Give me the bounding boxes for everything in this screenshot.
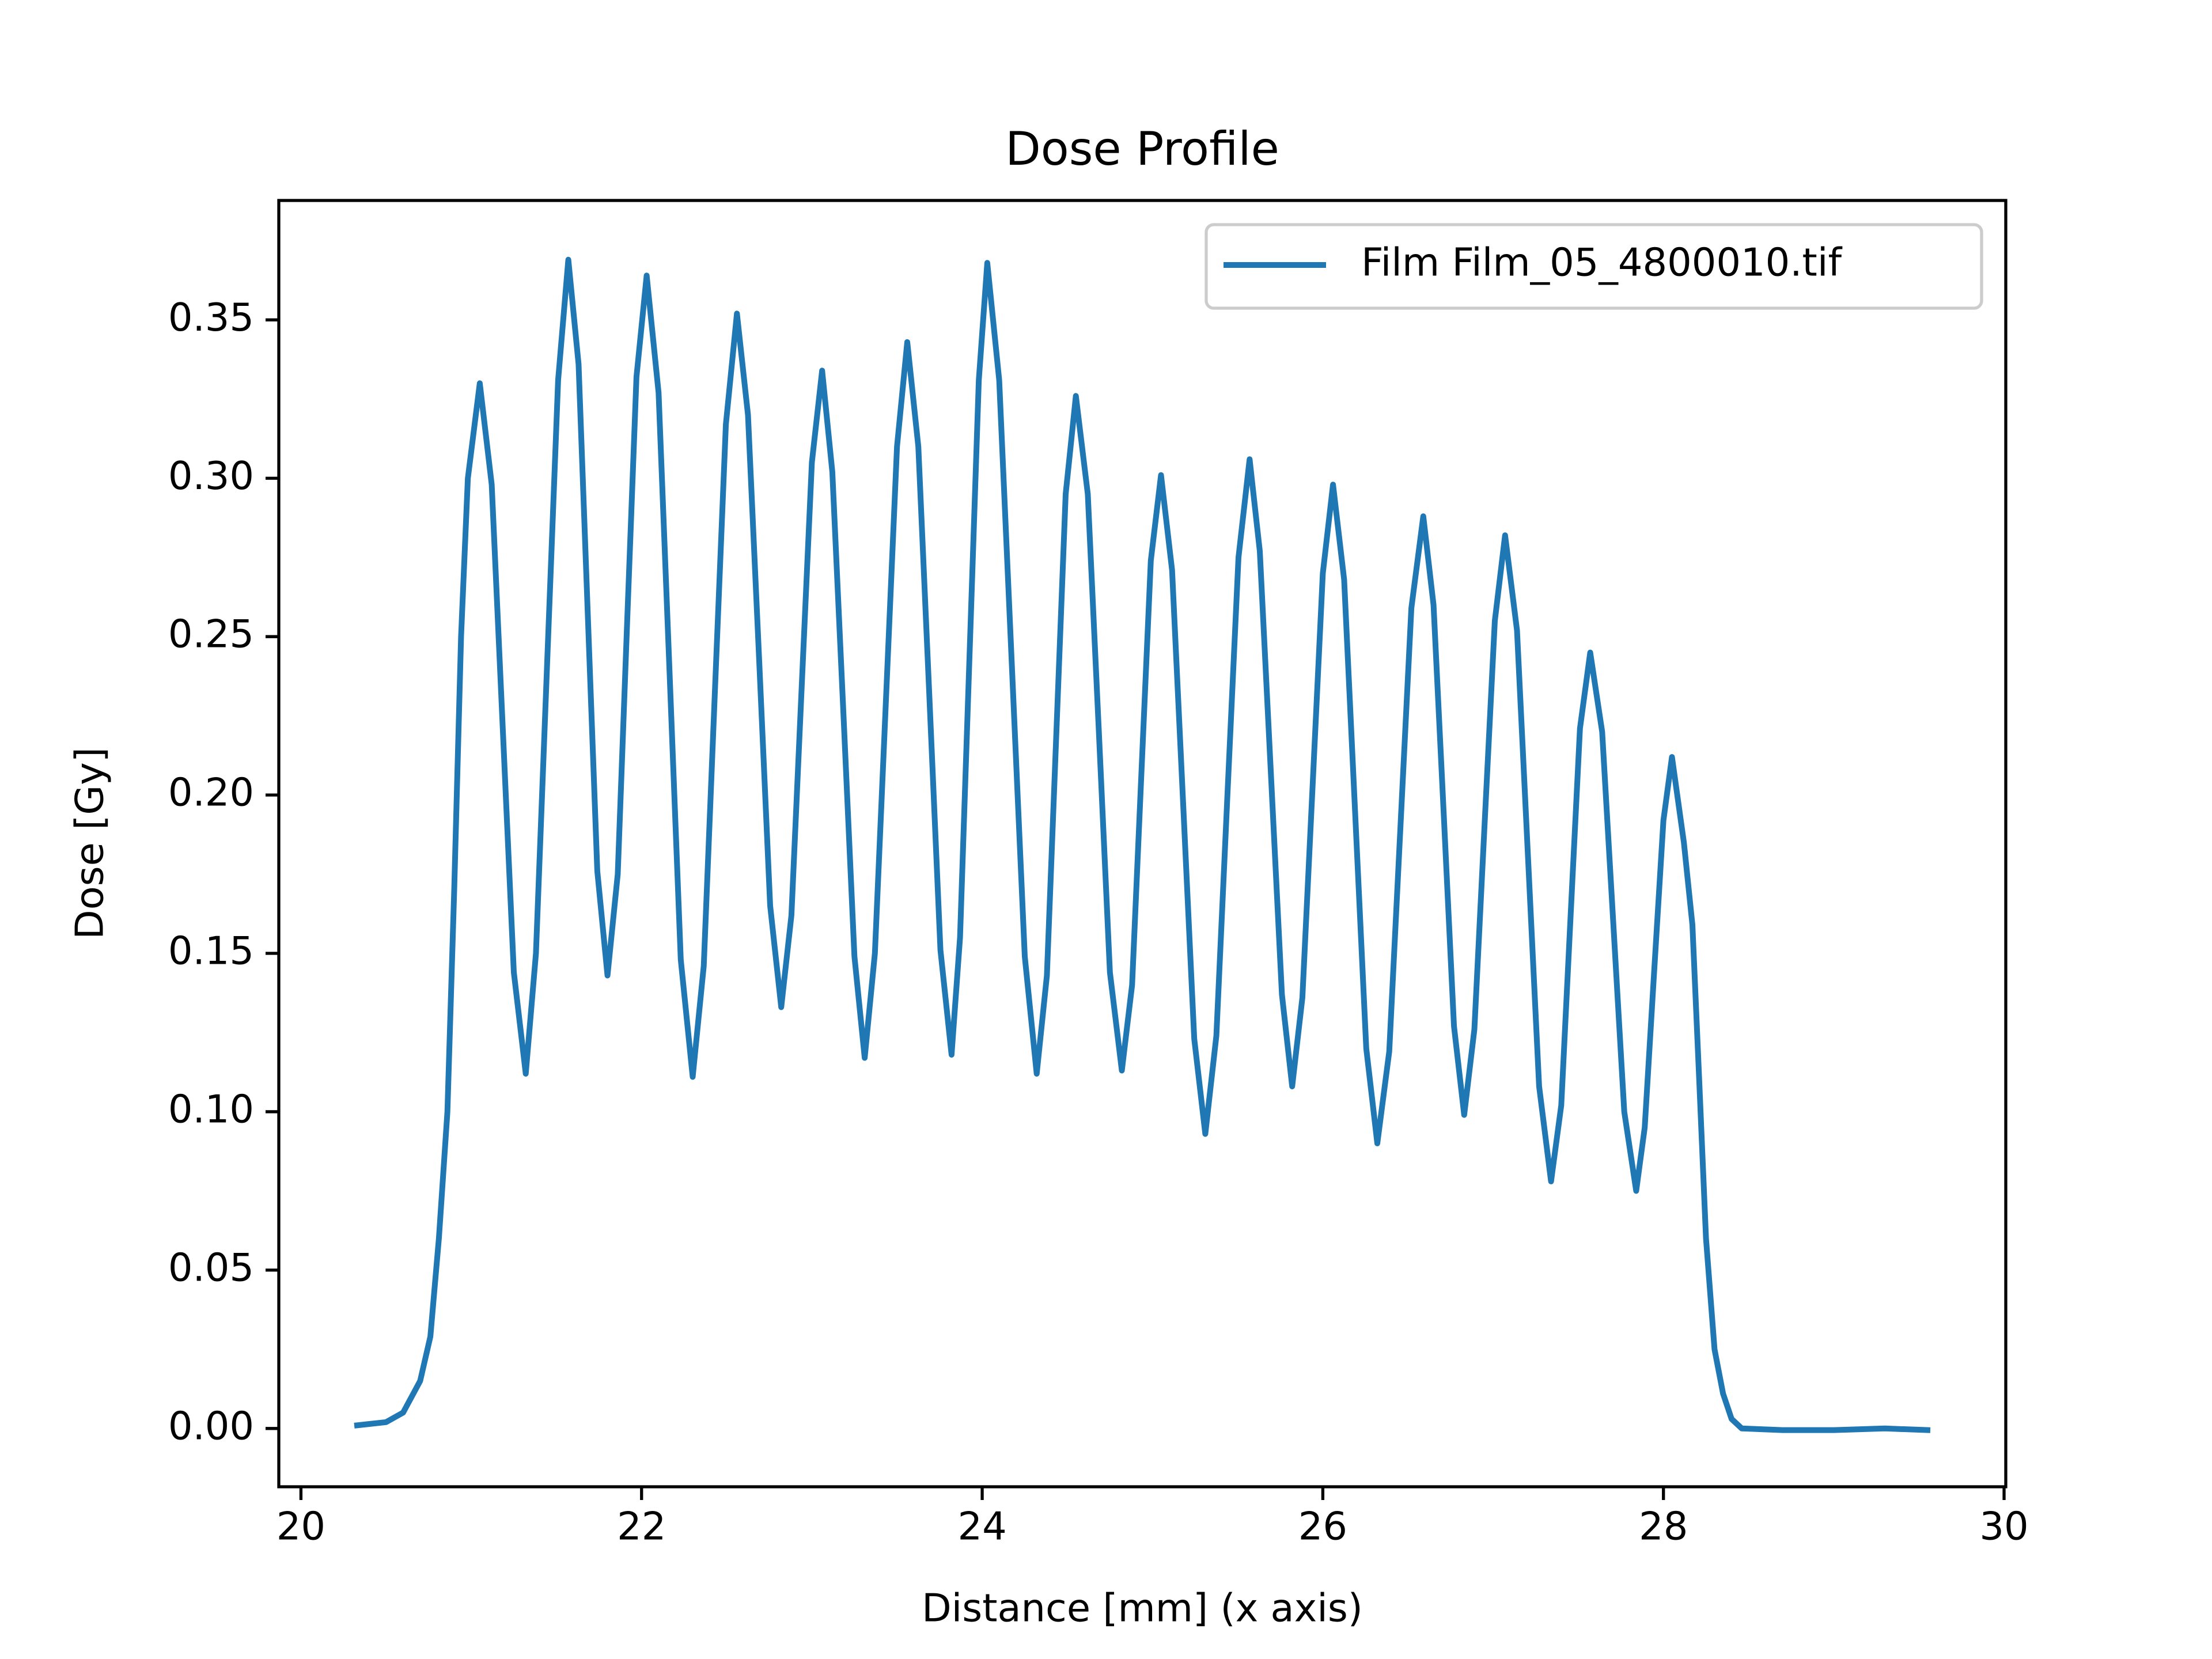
x-axis-label: Distance [mm] (x axis)	[922, 1586, 1363, 1631]
x-tick-label: 28	[1639, 1504, 1688, 1549]
x-tick-label: 20	[276, 1504, 325, 1549]
y-tick-label: 0.25	[168, 612, 254, 657]
x-tick-label: 26	[1298, 1504, 1347, 1549]
plot-frame	[277, 199, 2008, 1488]
chart-title: Dose Profile	[1005, 122, 1279, 176]
y-axis-label: Dose [Gy]	[67, 747, 112, 940]
legend-box	[1205, 223, 1983, 310]
x-tick-label: 24	[957, 1504, 1006, 1549]
y-tick-label: 0.30	[168, 453, 254, 498]
y-tick-label: 0.20	[168, 770, 254, 815]
x-tick-label: 22	[617, 1504, 666, 1549]
y-tick-label: 0.00	[168, 1403, 254, 1448]
y-tick-label: 0.35	[168, 295, 254, 340]
y-tick-label: 0.10	[168, 1087, 254, 1132]
y-tick-label: 0.05	[168, 1245, 254, 1290]
data-line	[354, 256, 1931, 1433]
y-tick-label: 0.15	[168, 929, 254, 974]
x-tick-label: 30	[1979, 1504, 2028, 1549]
legend-label: Film Film_05_4800010.tif	[1361, 240, 1842, 285]
